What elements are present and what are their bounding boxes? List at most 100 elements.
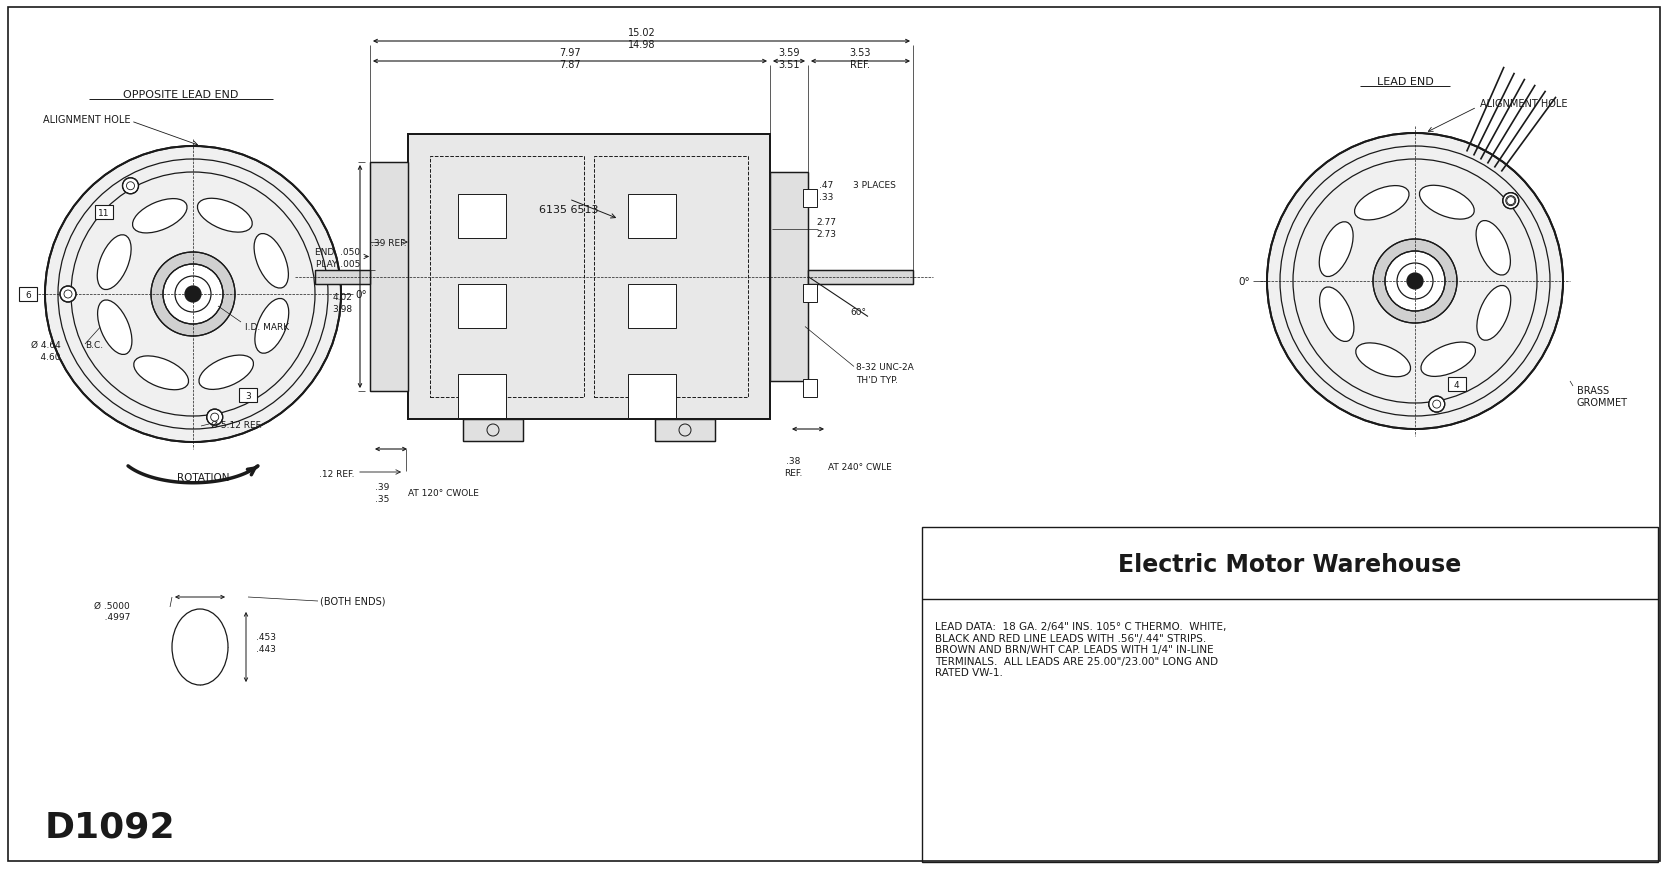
Text: Ø .5000: Ø .5000	[95, 600, 130, 610]
Ellipse shape	[133, 356, 188, 390]
Text: .4997: .4997	[95, 613, 130, 622]
Ellipse shape	[1354, 186, 1409, 221]
Bar	[459, 195, 505, 239]
Circle shape	[45, 147, 340, 442]
Text: .39 REF.: .39 REF.	[372, 238, 407, 247]
Text: OPPOSITE LEAD END: OPPOSITE LEAD END	[123, 90, 239, 100]
Ellipse shape	[1419, 186, 1475, 220]
Text: BRASS
GROMMET: BRASS GROMMET	[1576, 386, 1628, 408]
Text: 7.97: 7.97	[559, 48, 580, 58]
Bar	[807, 270, 912, 284]
Text: REF.: REF.	[851, 60, 871, 70]
Text: 3 PLACES: 3 PLACES	[852, 180, 896, 189]
Circle shape	[152, 253, 235, 336]
Text: 14.98: 14.98	[627, 40, 656, 50]
Text: I.D. MARK: I.D. MARK	[245, 322, 289, 331]
Text: 4.60: 4.60	[30, 352, 62, 362]
Ellipse shape	[1476, 286, 1511, 341]
Bar	[807, 270, 912, 284]
Text: .12 REF.: .12 REF.	[320, 470, 355, 479]
Text: ALIGNMENT HOLE: ALIGNMENT HOLE	[43, 115, 132, 125]
Circle shape	[185, 287, 202, 302]
Bar	[20, 288, 37, 302]
Circle shape	[1429, 396, 1444, 413]
Text: 2.73: 2.73	[816, 229, 836, 239]
Bar	[1448, 378, 1466, 392]
Text: AT 240° CWLE: AT 240° CWLE	[827, 463, 892, 472]
Text: .443: .443	[255, 645, 275, 653]
Text: 3: 3	[245, 391, 250, 400]
Text: B.C.: B.C.	[85, 340, 103, 349]
Text: 2.77: 2.77	[816, 218, 836, 227]
Ellipse shape	[132, 199, 187, 234]
Text: .47: .47	[819, 180, 832, 189]
Text: .38: .38	[786, 457, 801, 466]
Text: 7.87: 7.87	[559, 60, 580, 70]
Bar	[459, 285, 505, 328]
Bar	[239, 388, 257, 402]
Ellipse shape	[1476, 222, 1511, 275]
Text: 8-32 UNC-2A: 8-32 UNC-2A	[856, 362, 914, 372]
Circle shape	[163, 265, 224, 325]
Bar	[315, 270, 370, 284]
Circle shape	[60, 287, 77, 302]
Text: 3.51: 3.51	[779, 60, 799, 70]
Bar	[771, 173, 807, 381]
Text: Electric Motor Warehouse: Electric Motor Warehouse	[1118, 553, 1461, 576]
Ellipse shape	[1319, 288, 1354, 342]
Bar	[464, 420, 524, 441]
Text: 3.59: 3.59	[779, 48, 799, 58]
Text: LEAD DATA:  18 GA. 2/64" INS. 105° C THERMO.  WHITE,
BLACK AND RED LINE LEADS WI: LEAD DATA: 18 GA. 2/64" INS. 105° C THER…	[936, 621, 1226, 678]
Text: D1092: D1092	[45, 810, 175, 844]
Ellipse shape	[1421, 342, 1476, 377]
Circle shape	[1293, 160, 1536, 403]
Text: 60°: 60°	[851, 308, 866, 316]
Text: LEAD END: LEAD END	[1376, 77, 1433, 87]
Ellipse shape	[198, 355, 254, 390]
Circle shape	[207, 409, 224, 426]
Bar	[459, 375, 505, 419]
Bar	[802, 380, 817, 397]
Ellipse shape	[172, 609, 229, 686]
Ellipse shape	[97, 235, 132, 290]
Text: 0°: 0°	[355, 289, 367, 300]
Bar	[656, 420, 716, 441]
Bar	[370, 163, 409, 392]
Text: ALIGNMENT HOLE: ALIGNMENT HOLE	[1480, 99, 1568, 109]
Text: 11: 11	[98, 209, 110, 217]
Text: .453: .453	[255, 633, 275, 642]
Text: ROTATION: ROTATION	[177, 473, 229, 482]
Bar	[315, 270, 370, 284]
Ellipse shape	[1356, 343, 1411, 377]
Text: 4.02: 4.02	[332, 293, 352, 302]
Circle shape	[1408, 274, 1423, 289]
Text: AT 120° CWOLE: AT 120° CWOLE	[409, 489, 479, 498]
Text: Ø 5.12 REF.: Ø 5.12 REF.	[210, 420, 262, 429]
Text: 15.02: 15.02	[627, 28, 656, 38]
Text: .35: .35	[375, 495, 389, 504]
Circle shape	[1503, 194, 1520, 209]
Text: 6: 6	[25, 290, 32, 299]
Bar	[627, 195, 676, 239]
Ellipse shape	[1319, 222, 1353, 277]
Bar	[802, 285, 817, 302]
Text: END  .050: END .050	[315, 248, 360, 256]
Circle shape	[122, 178, 138, 195]
Circle shape	[72, 173, 315, 416]
Text: 0°: 0°	[1238, 276, 1249, 287]
Text: .33: .33	[819, 192, 834, 202]
Circle shape	[1268, 134, 1563, 429]
Ellipse shape	[254, 235, 289, 289]
Bar	[464, 420, 524, 441]
Bar	[922, 527, 1658, 862]
Circle shape	[1373, 240, 1458, 323]
Text: REF.: REF.	[784, 469, 802, 478]
Bar	[627, 285, 676, 328]
Bar	[409, 135, 771, 420]
Ellipse shape	[255, 299, 289, 354]
Bar	[95, 206, 113, 220]
Bar	[802, 189, 817, 208]
Bar	[430, 156, 584, 397]
Text: PLAY .005: PLAY .005	[315, 260, 360, 269]
Bar	[771, 173, 807, 381]
